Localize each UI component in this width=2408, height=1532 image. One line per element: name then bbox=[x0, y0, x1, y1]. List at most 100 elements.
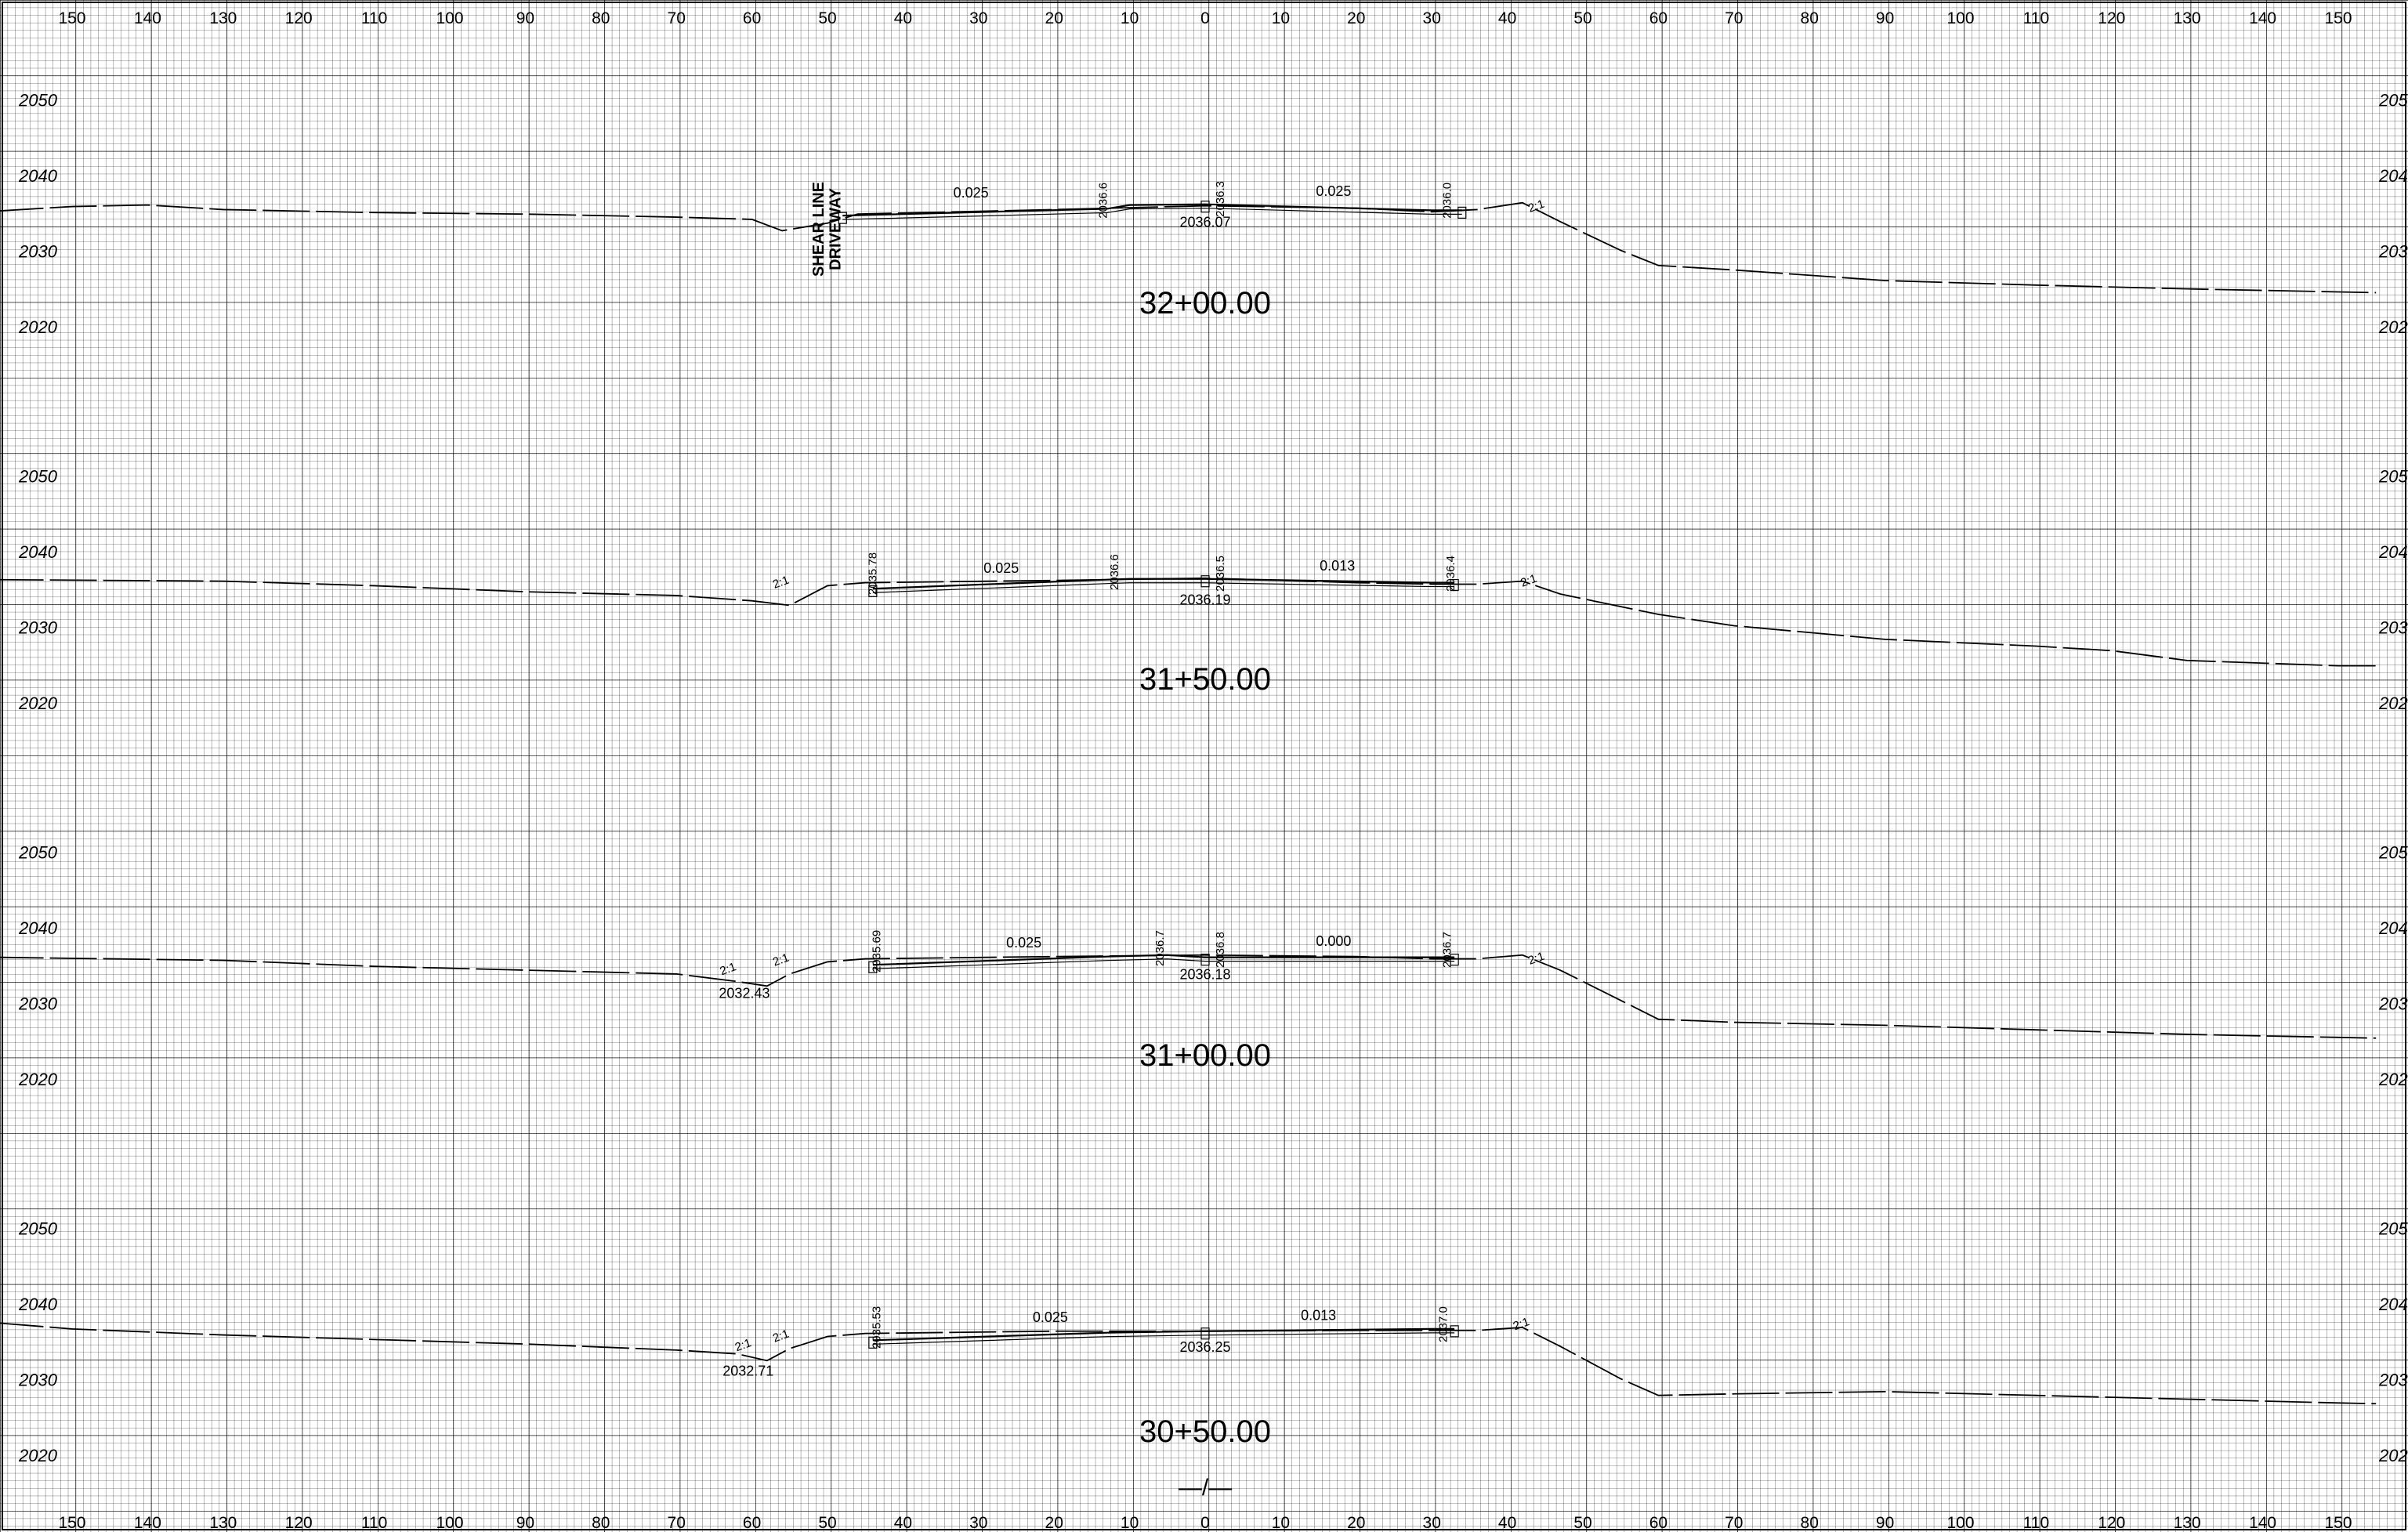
section-annotation: 2032.43 bbox=[719, 986, 769, 1001]
section-annotation: 2032.71 bbox=[722, 1364, 773, 1379]
left-elevation-label: 2040 bbox=[18, 542, 58, 562]
right-elevation-label: 2050 bbox=[2378, 843, 2408, 863]
section-annotation: 2:1 bbox=[718, 960, 737, 978]
bottom-offset-label: 100 bbox=[1946, 1514, 1974, 1532]
bottom-offset-label: 50 bbox=[1573, 1514, 1591, 1532]
top-offset-label: 70 bbox=[668, 9, 686, 27]
left-elevation-label: 2020 bbox=[18, 1446, 58, 1465]
section-annotation: 2:1 bbox=[1526, 950, 1546, 968]
grade-marker bbox=[1450, 578, 1459, 592]
bottom-offset-label: 150 bbox=[58, 1514, 85, 1532]
top-offset-label: 100 bbox=[1946, 9, 1974, 27]
top-offset-label: 60 bbox=[743, 9, 761, 27]
bottom-offset-label: 40 bbox=[894, 1514, 912, 1532]
left-elevation-label: 2030 bbox=[18, 994, 58, 1013]
top-offset-label: 140 bbox=[2249, 9, 2276, 27]
bottom-offset-label: 10 bbox=[1121, 1514, 1139, 1532]
left-elevation-label: 2030 bbox=[18, 618, 58, 637]
left-elevation-label: 2050 bbox=[18, 91, 58, 110]
finished-grade-line bbox=[872, 578, 1455, 590]
top-offset-label: 100 bbox=[436, 9, 463, 27]
section-annotation: 2:1 bbox=[733, 1336, 753, 1354]
left-elevation-label: 2050 bbox=[18, 467, 58, 487]
grade-marker bbox=[1200, 954, 1210, 966]
top-offset-label: 70 bbox=[1725, 9, 1743, 27]
section-annotation: 2036.18 bbox=[1179, 967, 1230, 983]
section-annotation: 2:1 bbox=[771, 951, 791, 969]
section-annotation: SHEAR LINE bbox=[810, 182, 827, 277]
bottom-offset-label: 100 bbox=[436, 1514, 463, 1532]
bottom-offset-label: 80 bbox=[1801, 1514, 1819, 1532]
bottom-offset-label: 70 bbox=[668, 1514, 686, 1532]
bottom-offset-label: 10 bbox=[1272, 1514, 1290, 1532]
section-annotation: 2037.0 bbox=[1436, 1306, 1450, 1342]
grade-marker bbox=[1450, 1325, 1459, 1338]
bottom-offset-label: 50 bbox=[818, 1514, 836, 1532]
top-offset-label: 130 bbox=[2174, 9, 2201, 27]
existing-ground-line bbox=[0, 577, 2377, 667]
cross-section: 2050 2050 2040 2040 2030 2030 2020 2020 0.025 0.0… bbox=[0, 91, 2408, 337]
bottom-offset-label: 70 bbox=[1725, 1514, 1743, 1532]
section-annotation: 0.013 bbox=[1301, 1307, 1336, 1323]
left-elevation-label: 2030 bbox=[18, 241, 58, 261]
bottom-offset-label: 150 bbox=[2324, 1514, 2352, 1532]
cross-section: 2050 2050 2040 2040 2030 2030 2020 2020 0.025 0.0… bbox=[0, 843, 2408, 1089]
top-offset-label: 120 bbox=[2098, 9, 2125, 27]
right-elevation-label: 2030 bbox=[2378, 994, 2408, 1013]
left-elevation-label: 2050 bbox=[18, 1219, 58, 1239]
section-annotation: DRIVEWAY bbox=[827, 187, 844, 270]
section-annotation: 2035.69 bbox=[870, 930, 883, 972]
section-annotation: 2036.19 bbox=[1179, 592, 1230, 608]
right-elevation-label: 2040 bbox=[2378, 1295, 2408, 1314]
bottom-offset-label: 60 bbox=[1649, 1514, 1667, 1532]
bottom-offset-label: 60 bbox=[743, 1514, 761, 1532]
right-elevation-label: 2040 bbox=[2378, 542, 2408, 562]
section-annotation: 2036.07 bbox=[1179, 215, 1230, 230]
top-offset-label: 30 bbox=[1423, 9, 1441, 27]
section-annotation: 0.025 bbox=[954, 185, 989, 201]
top-offset-label: 130 bbox=[209, 9, 237, 27]
section-annotation: 2036.25 bbox=[1179, 1339, 1230, 1355]
top-offset-label: 90 bbox=[516, 9, 534, 27]
right-elevation-label: 2020 bbox=[2378, 1446, 2408, 1465]
section-annotation: 2036.0 bbox=[1440, 183, 1454, 219]
grade-marker bbox=[868, 961, 878, 973]
grade-marker bbox=[1200, 201, 1210, 213]
left-elevation-label: 2020 bbox=[18, 317, 58, 337]
cross-section: 2050 2050 2040 2040 2030 2030 2020 2020 0.025 0.0… bbox=[0, 467, 2408, 713]
top-offset-label: 40 bbox=[1498, 9, 1516, 27]
top-offset-label: 40 bbox=[894, 9, 912, 27]
left-elevation-label: 2040 bbox=[18, 166, 58, 186]
right-elevation-label: 2030 bbox=[2378, 618, 2408, 637]
bottom-offset-label: 130 bbox=[209, 1514, 237, 1532]
section-annotation: 2:1 bbox=[1512, 1315, 1531, 1333]
section-annotation: 2036.4 bbox=[1444, 556, 1457, 592]
cross-sections: 2050 2050 2040 2040 2030 2030 2020 2020 0.025 0.0… bbox=[0, 91, 2408, 1465]
top-offset-label: 90 bbox=[1876, 9, 1894, 27]
left-elevation-label: 2040 bbox=[18, 1295, 58, 1314]
right-elevation-label: 2020 bbox=[2378, 1070, 2408, 1089]
section-annotation: 2036.3 bbox=[1214, 181, 1227, 217]
top-offset-label: 20 bbox=[1347, 9, 1365, 27]
section-annotation: 2:1 bbox=[1526, 197, 1546, 215]
station-title: 31+00.00 bbox=[1139, 1038, 1271, 1073]
bottom-offset-label: 80 bbox=[592, 1514, 610, 1532]
pavement-bottom-line bbox=[872, 958, 1455, 969]
bottom-offset-label: 120 bbox=[285, 1514, 313, 1532]
top-offset-label: 110 bbox=[2023, 9, 2049, 27]
left-elevation-label: 2030 bbox=[18, 1370, 58, 1389]
top-offset-label: 60 bbox=[1649, 9, 1667, 27]
left-elevation-label: 2040 bbox=[18, 918, 58, 938]
left-elevation-label: 2050 bbox=[18, 843, 58, 863]
top-offset-axis: 150 140 130 120 110 100 90 80 70 60 50 40 30 20 10 0 10 2… bbox=[58, 9, 2352, 27]
right-elevation-label: 2050 bbox=[2378, 467, 2408, 487]
top-offset-label: 50 bbox=[1573, 9, 1591, 27]
right-elevation-label: 2020 bbox=[2378, 317, 2408, 337]
bottom-offset-axis: 150 140 130 120 110 100 90 80 70 60 50 40 30 20 10 0 10 2… bbox=[58, 1514, 2352, 1532]
section-annotation: 2035.78 bbox=[867, 552, 880, 595]
bottom-offset-label: 110 bbox=[361, 1514, 387, 1532]
pavement-bottom-line bbox=[872, 1332, 1455, 1345]
top-offset-label: 10 bbox=[1121, 9, 1139, 27]
